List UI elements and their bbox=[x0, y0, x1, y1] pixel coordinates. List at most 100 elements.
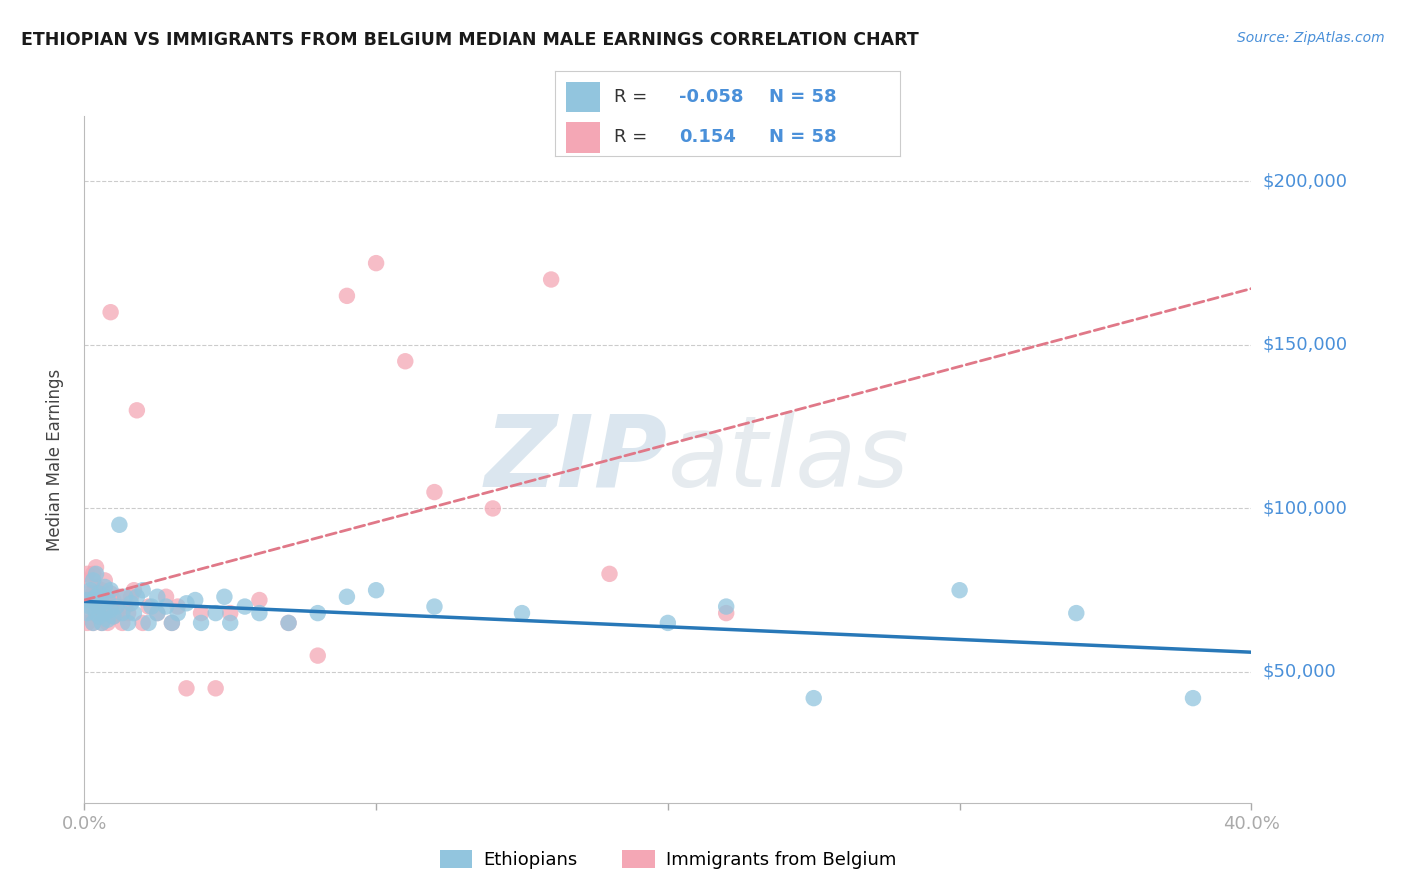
Point bbox=[84, 593, 107, 607]
Point bbox=[540, 272, 562, 286]
Point bbox=[114, 599, 136, 614]
Text: $100,000: $100,000 bbox=[1263, 500, 1347, 517]
Point bbox=[94, 606, 117, 620]
Point bbox=[84, 606, 107, 620]
Point bbox=[111, 615, 134, 630]
Point bbox=[82, 615, 104, 630]
Point bbox=[146, 606, 169, 620]
Point bbox=[657, 615, 679, 630]
Point bbox=[160, 615, 183, 630]
Point bbox=[90, 596, 112, 610]
Point bbox=[84, 566, 107, 581]
Point bbox=[336, 289, 359, 303]
Point bbox=[160, 615, 183, 630]
Point bbox=[79, 574, 101, 588]
Text: R =: R = bbox=[614, 87, 652, 106]
Point bbox=[120, 590, 142, 604]
Point bbox=[84, 606, 107, 620]
Point bbox=[166, 599, 188, 614]
Point bbox=[108, 590, 131, 604]
Point bbox=[94, 606, 117, 620]
Point bbox=[132, 615, 155, 630]
Point bbox=[82, 593, 104, 607]
Text: $50,000: $50,000 bbox=[1263, 663, 1336, 681]
Point bbox=[214, 590, 236, 604]
Point bbox=[184, 593, 207, 607]
Point bbox=[141, 599, 163, 614]
Point bbox=[94, 590, 117, 604]
Text: ETHIOPIAN VS IMMIGRANTS FROM BELGIUM MEDIAN MALE EARNINGS CORRELATION CHART: ETHIOPIAN VS IMMIGRANTS FROM BELGIUM MED… bbox=[21, 31, 920, 49]
Point bbox=[90, 615, 112, 630]
Point bbox=[423, 599, 446, 614]
Point bbox=[219, 606, 242, 620]
Point bbox=[82, 599, 104, 614]
Point bbox=[79, 606, 101, 620]
Point bbox=[125, 403, 148, 417]
Point bbox=[122, 583, 145, 598]
Point bbox=[423, 485, 446, 500]
Point bbox=[176, 596, 198, 610]
Point bbox=[307, 606, 329, 620]
Point bbox=[803, 691, 825, 706]
Point bbox=[122, 606, 145, 620]
Legend: Ethiopians, Immigrants from Belgium: Ethiopians, Immigrants from Belgium bbox=[433, 842, 903, 876]
Text: N = 58: N = 58 bbox=[769, 128, 837, 146]
Point bbox=[76, 593, 98, 607]
Point bbox=[204, 606, 226, 620]
Point bbox=[103, 609, 125, 624]
Point bbox=[90, 583, 112, 598]
Text: 0.154: 0.154 bbox=[679, 128, 737, 146]
Point bbox=[138, 615, 160, 630]
Point bbox=[90, 615, 112, 630]
Point bbox=[82, 615, 104, 630]
Point bbox=[87, 599, 110, 614]
Point bbox=[599, 566, 621, 581]
Point bbox=[87, 586, 110, 600]
Text: atlas: atlas bbox=[668, 411, 910, 508]
Point bbox=[146, 590, 169, 604]
Point bbox=[82, 586, 104, 600]
Point bbox=[97, 613, 120, 627]
Point bbox=[176, 681, 198, 696]
Point bbox=[76, 615, 98, 630]
Point bbox=[100, 603, 122, 617]
Point bbox=[155, 590, 177, 604]
Point bbox=[114, 590, 136, 604]
Point bbox=[87, 609, 110, 624]
Point bbox=[79, 599, 101, 614]
Point bbox=[190, 606, 212, 620]
Text: $150,000: $150,000 bbox=[1263, 336, 1347, 354]
Point bbox=[394, 354, 416, 368]
Point bbox=[82, 566, 104, 581]
Point bbox=[76, 606, 98, 620]
Point bbox=[94, 580, 117, 594]
Bar bbox=[565, 81, 600, 112]
Point bbox=[105, 606, 128, 620]
Point bbox=[146, 606, 169, 620]
Point bbox=[166, 606, 188, 620]
Text: N = 58: N = 58 bbox=[769, 87, 837, 106]
Point bbox=[111, 606, 134, 620]
Point bbox=[714, 599, 737, 614]
Point bbox=[103, 609, 125, 624]
Point bbox=[103, 593, 125, 607]
Point bbox=[948, 583, 970, 598]
Point bbox=[105, 599, 128, 614]
Point bbox=[100, 305, 122, 319]
Text: ZIP: ZIP bbox=[485, 411, 668, 508]
Point bbox=[100, 583, 122, 598]
Point bbox=[1181, 691, 1204, 706]
Point bbox=[366, 256, 388, 270]
Point bbox=[155, 599, 177, 614]
Point bbox=[510, 606, 533, 620]
Point bbox=[307, 648, 329, 663]
Point bbox=[714, 606, 737, 620]
Point bbox=[79, 586, 101, 600]
Point bbox=[481, 501, 505, 516]
Point bbox=[87, 599, 110, 614]
Point bbox=[76, 566, 98, 581]
Bar bbox=[565, 122, 600, 153]
Point bbox=[233, 599, 256, 614]
Point bbox=[84, 560, 107, 574]
Point bbox=[100, 586, 122, 600]
